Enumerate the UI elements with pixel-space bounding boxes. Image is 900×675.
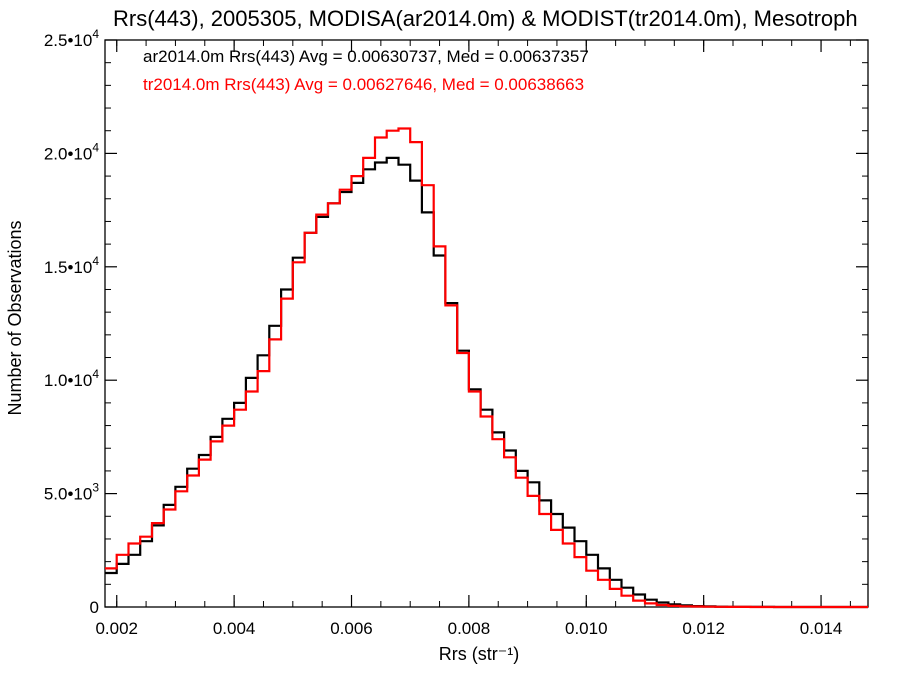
x-tick-label: 0.002 [95, 619, 138, 638]
axes: 0.002 0.004 0.006 0.008 0.010 0.012 0.014 0 5.0•… [44, 27, 869, 638]
y-tick-label: 0 [90, 598, 99, 617]
legend-entry-2: tr2014.0m Rrs(443) Avg = 0.00627646, Med… [143, 75, 584, 94]
x-tick-label: 0.006 [330, 619, 373, 638]
y-tick-label: 1.0•104 [44, 367, 100, 390]
y-tick-mantissa: 5.0•10 [44, 485, 93, 504]
y-tick-exponent: 4 [92, 367, 99, 381]
y-tick-mantissa: 0 [90, 598, 99, 617]
y-tick-exponent: 4 [92, 27, 99, 41]
y-tick-mantissa: 1.0•10 [44, 371, 93, 390]
series-line-1 [105, 156, 868, 609]
y-tick-label: 5.0•103 [44, 481, 100, 504]
x-tick-label: 0.004 [213, 619, 256, 638]
series-line-2 [105, 127, 868, 609]
chart-title: Rrs(443), 2005305, MODISA(ar2014.0m) & M… [113, 6, 858, 31]
legend-entry-1: ar2014.0m Rrs(443) Avg = 0.00630737, Med… [143, 47, 589, 66]
y-tick-exponent: 4 [92, 254, 99, 268]
x-tick-label: 0.012 [682, 619, 725, 638]
y-tick-label: 2.5•104 [44, 27, 100, 50]
y-axis-label: Number of Observations [5, 220, 25, 415]
legend: ar2014.0m Rrs(443) Avg = 0.00630737, Med… [143, 47, 589, 94]
x-axis-label: Rrs (str⁻¹) [439, 644, 519, 664]
y-tick-exponent: 4 [92, 140, 99, 154]
x-tick-label: 0.008 [448, 619, 491, 638]
plot-frame [104, 39, 869, 608]
y-tick-mantissa: 2.5•10 [44, 31, 93, 50]
y-tick-mantissa: 2.0•10 [44, 144, 93, 163]
x-tick-label: 0.014 [800, 619, 843, 638]
y-tick-label: 1.5•104 [44, 254, 100, 277]
y-tick-exponent: 3 [92, 481, 99, 495]
y-tick-label: 2.0•104 [44, 140, 100, 163]
y-tick-mantissa: 1.5•10 [44, 258, 93, 277]
series-layer [105, 127, 868, 609]
x-tick-label: 0.010 [565, 619, 608, 638]
